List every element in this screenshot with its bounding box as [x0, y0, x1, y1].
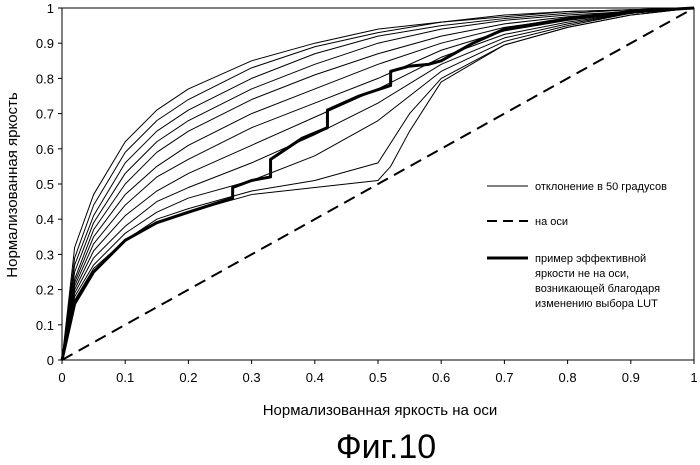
y-tick-label: 0 [47, 353, 54, 368]
x-tick-label: 0.5 [369, 370, 387, 385]
legend-label-dashed: на оси [535, 216, 568, 228]
x-tick-label: 0.3 [243, 370, 261, 385]
legend-label-bold-line2: яркости не на оси, [535, 268, 629, 280]
x-tick-label: 0.9 [622, 370, 640, 385]
figure-caption: Фиг.10 [336, 428, 436, 465]
x-tick-label: 0.6 [432, 370, 450, 385]
y-tick-label: 0.7 [36, 107, 54, 122]
series-line-bold [60, 6, 695, 361]
x-axis-ticks: 0 0.1 0.2 0.3 0.4 0.5 0.6 0.7 0.8 0.9 1 [58, 360, 698, 385]
legend-label-bold-line4: изменению выбора LUT [535, 298, 658, 310]
series-line-thin-7 [61, 7, 695, 361]
series-line-thin-2 [61, 7, 695, 361]
y-tick-label: 0.1 [36, 318, 54, 333]
x-tick-label: 0.1 [116, 370, 134, 385]
y-axis-label: Нормализованная яркость [4, 92, 21, 278]
legend-label-bold-line3: возникающей благодаря [535, 283, 660, 295]
series-line-dashed [61, 7, 695, 361]
series-line-thin-8 [61, 7, 695, 361]
y-tick-label: 1 [47, 1, 54, 16]
x-tick-label: 0.8 [559, 370, 577, 385]
y-axis-ticks: 0 0.1 0.2 0.3 0.4 0.5 0.6 0.7 0.8 0.9 1 [36, 1, 62, 368]
x-axis-label: Нормализованная яркость на оси [263, 402, 498, 419]
series-line-thin-10 [61, 7, 695, 361]
legend-label-bold-line1: пример эффективной [535, 253, 646, 265]
x-tick-label: 0.7 [495, 370, 513, 385]
series-line-thin-9 [61, 7, 695, 361]
y-tick-label: 0.9 [36, 36, 54, 51]
legend: отклонение в 50 градусов на оси пример э… [487, 181, 667, 310]
y-tick-label: 0.4 [36, 212, 54, 227]
x-tick-label: 0 [58, 370, 65, 385]
y-tick-label: 0.3 [36, 247, 54, 262]
series-layer [60, 6, 695, 361]
y-tick-label: 0.6 [36, 142, 54, 157]
y-tick-label: 0.2 [36, 283, 54, 298]
x-tick-label: 0.2 [179, 370, 197, 385]
y-tick-label: 0.5 [36, 177, 54, 192]
series-line-thin-3 [61, 7, 695, 361]
x-tick-label: 0.4 [306, 370, 324, 385]
series-line-thin-5 [61, 7, 695, 361]
series-line-thin-4 [61, 7, 695, 361]
x-tick-label: 1 [690, 370, 697, 385]
y-tick-label: 0.8 [36, 71, 54, 86]
legend-label-thin: отклонение в 50 градусов [535, 181, 667, 193]
